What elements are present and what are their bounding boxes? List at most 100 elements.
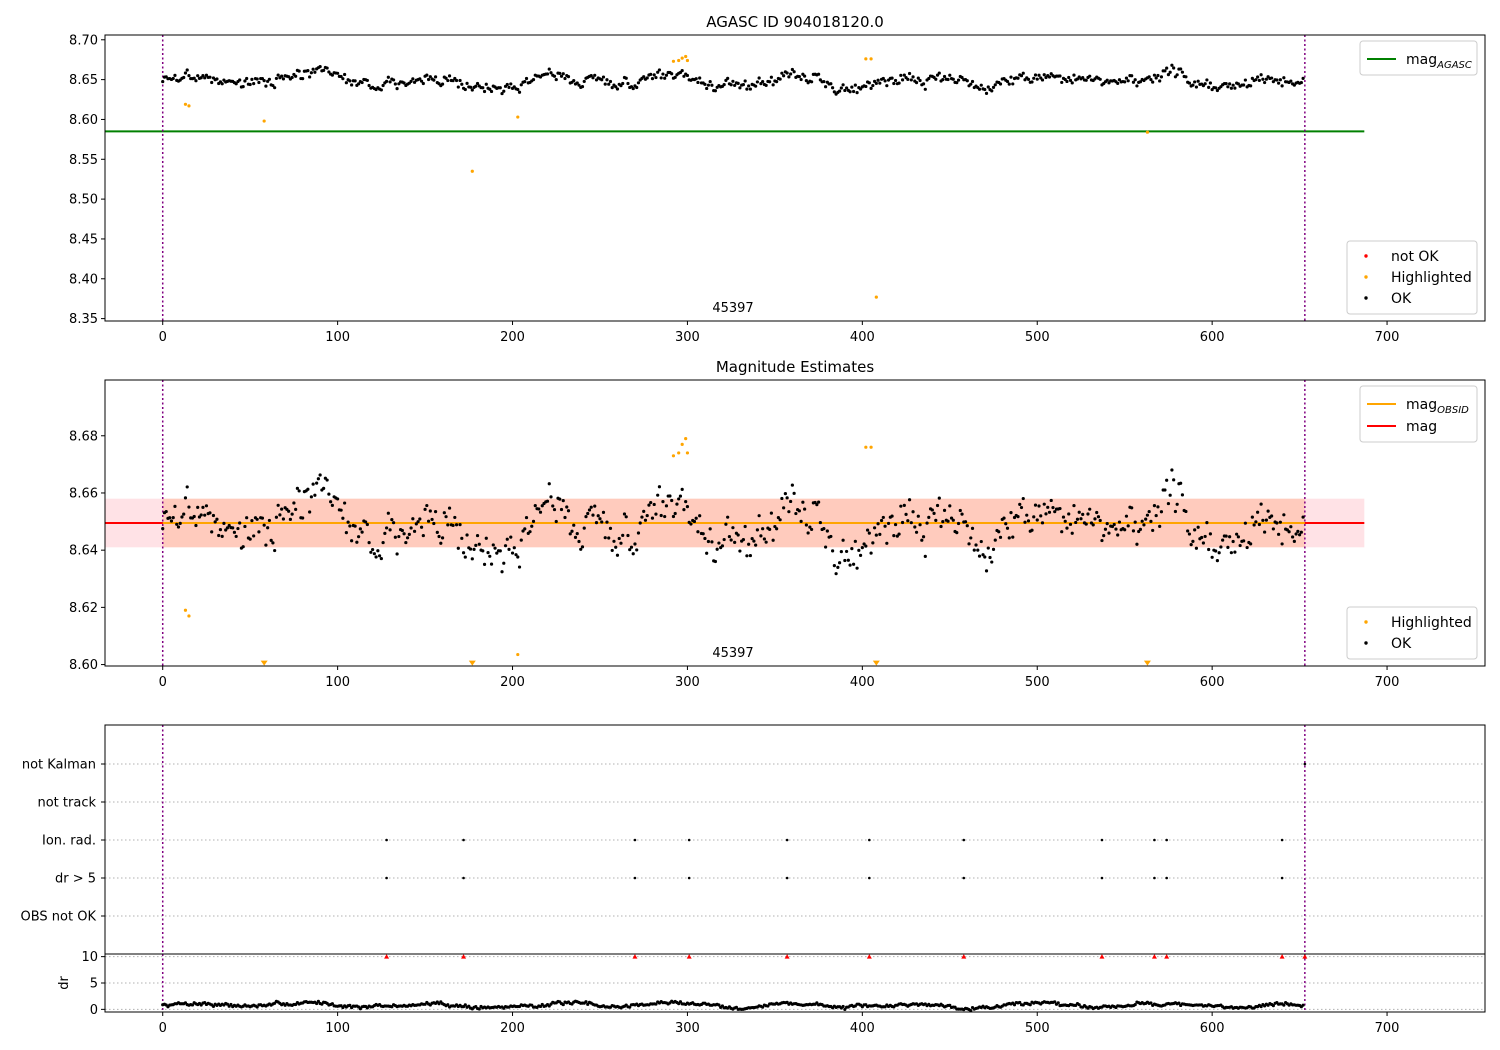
agasc-ok-point — [601, 75, 606, 79]
estimates-ok-point — [614, 545, 618, 549]
estimates-ok-point — [220, 534, 224, 538]
agasc-ok-point — [983, 87, 987, 92]
flag-point — [462, 838, 465, 842]
agasc-ok-point — [705, 86, 709, 91]
agasc-ok-point — [1256, 75, 1260, 79]
estimates-ok-point — [371, 547, 375, 552]
agasc-ok-point — [624, 76, 628, 80]
estimates-ok-point — [274, 515, 279, 519]
estimates-ok-point — [446, 523, 450, 527]
agasc-ok-point — [1149, 77, 1153, 82]
agasc-x-tick-label: 600 — [1200, 330, 1225, 345]
agasc-ok-point — [454, 78, 459, 83]
agasc-ok-point — [281, 77, 286, 81]
estimates-ok-point — [390, 518, 394, 522]
agasc-ok-point — [1019, 74, 1024, 78]
agasc-ok-point — [768, 80, 772, 84]
estimates-ok-point — [867, 531, 871, 535]
estimates-ok-point — [1184, 509, 1188, 514]
estimates-ok-point — [192, 514, 196, 519]
estimates-ok-point — [752, 539, 756, 543]
estimates-ok-point — [682, 508, 686, 512]
flags-plot-area: not Kalman not track Ion. rad. dr > 5 OBS no… — [21, 724, 1486, 955]
estimates-ok-point — [409, 526, 413, 530]
estimates-ok-point — [510, 551, 515, 555]
estimates-ok-point — [1061, 515, 1066, 519]
estimates-ok-point — [367, 541, 371, 545]
agasc-ok-point — [754, 84, 758, 88]
agasc-ok-point — [951, 77, 955, 81]
estimates-ok-point — [554, 519, 558, 524]
agasc-ok-point — [619, 84, 623, 88]
agasc-ok-point — [1264, 77, 1268, 81]
agasc-ok-point — [350, 83, 354, 87]
estimates-ok-point — [589, 505, 593, 509]
agasc-ok-point — [523, 80, 527, 84]
estimates-ok-point — [923, 554, 927, 558]
agasc-ok-point — [1151, 80, 1155, 84]
estimates-ok-point — [1025, 513, 1029, 517]
dr-x-tick-label: 0 — [159, 1021, 167, 1036]
estimates-ok-point — [374, 555, 378, 559]
agasc-ok-point — [1196, 79, 1200, 83]
flag-point — [1303, 762, 1307, 766]
agasc-ok-point — [703, 82, 707, 86]
estimates-ok-point — [1123, 528, 1127, 532]
agasc-ok-point — [1280, 84, 1284, 88]
agasc-panel: AGASC ID 904018120.0 0 100 200 300 400 500 600… — [69, 13, 1486, 345]
agasc-ok-point — [531, 77, 536, 82]
agasc-ok-point — [559, 74, 564, 78]
estimates-ok-point — [939, 524, 943, 529]
agasc-ok-point — [273, 86, 277, 90]
estimates-ok-point — [1065, 526, 1069, 530]
agasc-ok-point — [395, 87, 399, 91]
agasc-ok-point — [498, 86, 502, 90]
agasc-ok-point — [194, 79, 198, 83]
estimates-ok-point — [386, 511, 390, 515]
estimates-ok-point — [294, 507, 298, 511]
agasc-ok-point — [848, 90, 852, 94]
agasc-ok-point — [893, 78, 898, 83]
estimates-ok-point — [865, 528, 870, 532]
estimates-ok-point — [1194, 546, 1199, 550]
estimates-ok-point — [419, 525, 424, 529]
estimates-ok-point — [764, 540, 768, 544]
flags-y-tick-label: not track — [37, 796, 96, 811]
estimates-ok-point — [1238, 543, 1242, 548]
estimates-ok-point — [1095, 510, 1099, 515]
agasc-ok-point — [855, 90, 859, 95]
estimates-ok-point — [1287, 530, 1291, 534]
agasc-ok-point — [663, 76, 667, 80]
estimates-ok-point — [425, 503, 429, 508]
estimates-ok-point — [594, 521, 599, 525]
estimates-ok-point — [610, 548, 614, 553]
agasc-ok-point — [336, 71, 340, 75]
estimates-ok-point — [920, 538, 924, 542]
estimates-ok-point — [649, 500, 653, 505]
agasc-ok-point — [1037, 73, 1041, 77]
agasc-ok-point — [782, 74, 786, 78]
dr-dr-point — [717, 1003, 721, 1007]
estimates-ok-point — [1018, 502, 1022, 507]
estimates-ok-point — [605, 520, 609, 524]
agasc-ok-point — [344, 81, 348, 85]
estimates-ok-point — [1243, 521, 1247, 525]
agasc-ok-point — [489, 89, 494, 94]
agasc-ok-point — [391, 78, 396, 82]
estimates-ok-point — [1135, 542, 1139, 546]
agasc-ok-point — [614, 85, 618, 89]
estimates-ok-point — [1250, 515, 1254, 519]
estimates-ok-point — [808, 525, 812, 529]
estimates-ok-point — [1179, 481, 1183, 485]
estimates-ok-point — [264, 543, 268, 547]
flag-point — [687, 838, 691, 842]
estimates-ok-point — [776, 516, 780, 520]
estimates-ok-point — [463, 555, 467, 559]
estimates-ok-point — [907, 498, 912, 502]
agasc-ok-point — [790, 67, 794, 72]
agasc-ok-point — [182, 75, 186, 80]
agasc-ok-point — [729, 83, 733, 87]
agasc-ok-point — [991, 85, 996, 89]
agasc-ok-point — [664, 73, 669, 77]
estimates-ok-point — [1032, 515, 1036, 519]
